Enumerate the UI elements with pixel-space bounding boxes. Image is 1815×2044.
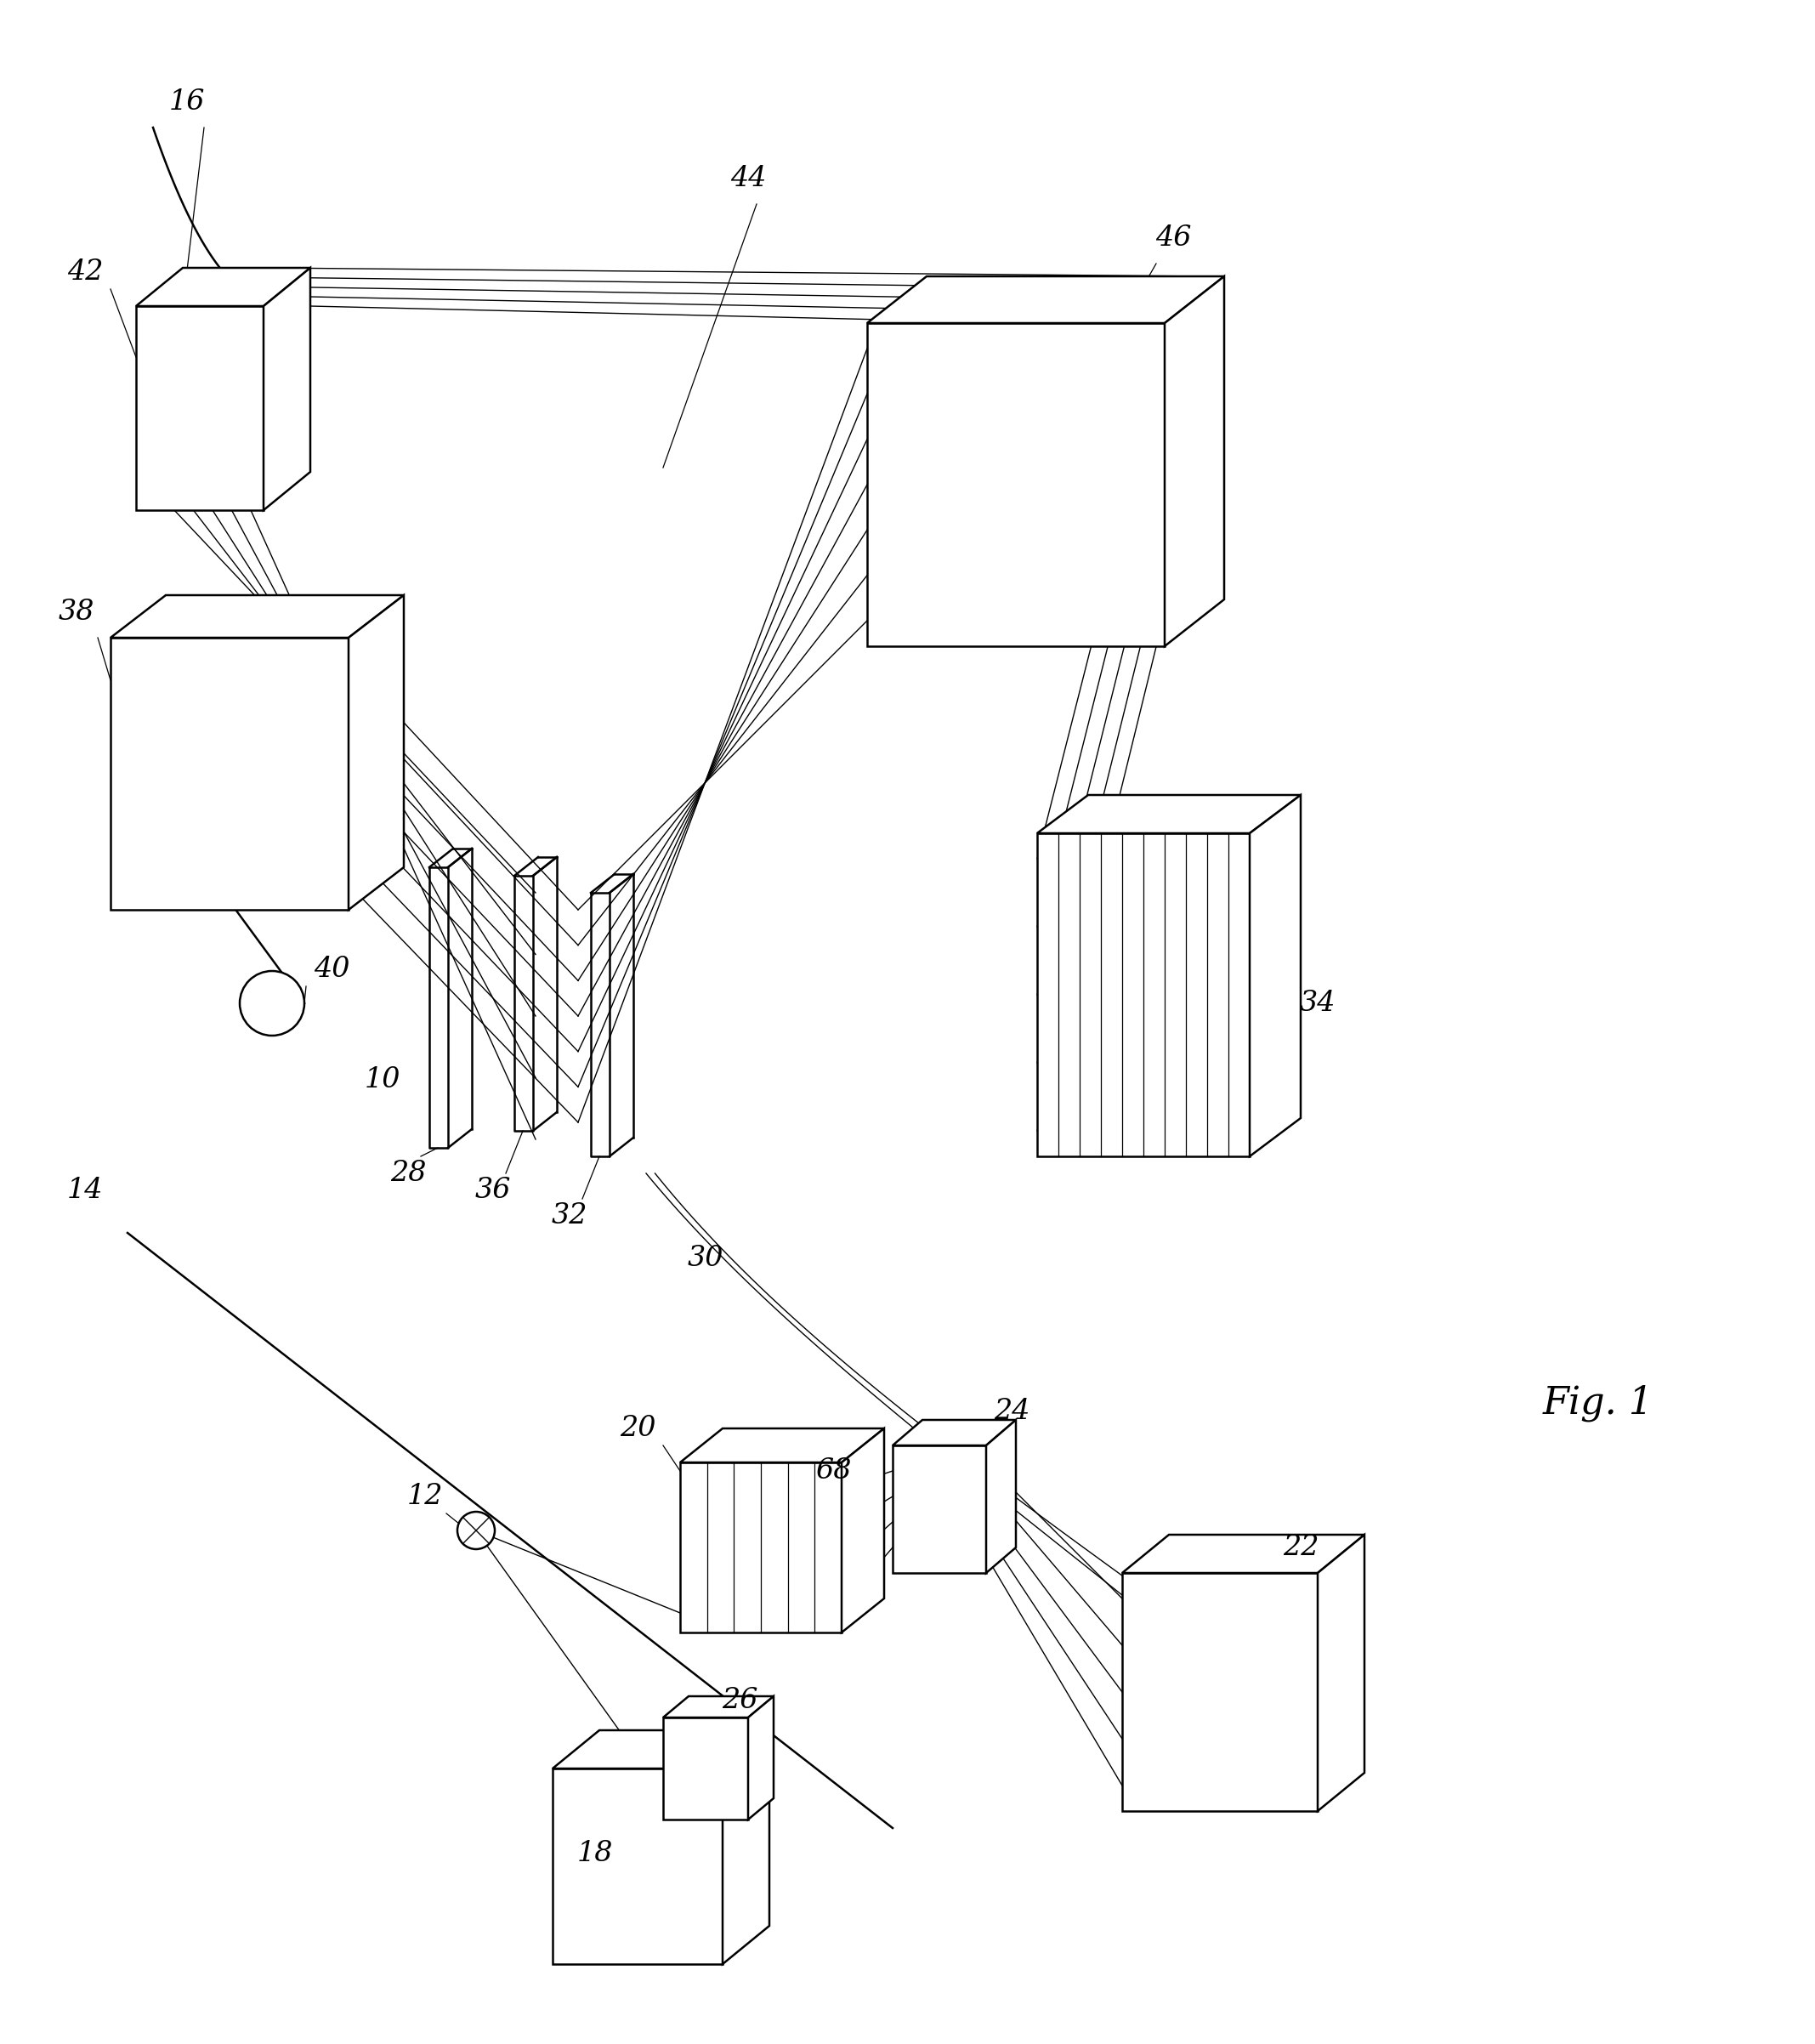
Polygon shape (111, 595, 403, 638)
Text: 42: 42 (67, 258, 103, 286)
Circle shape (457, 1513, 495, 1549)
Polygon shape (868, 276, 1223, 323)
Text: 18: 18 (577, 1840, 613, 1866)
Polygon shape (681, 1461, 842, 1633)
Text: 24: 24 (993, 1398, 1029, 1425)
Text: 40: 40 (314, 957, 350, 983)
Polygon shape (1036, 834, 1251, 1157)
Text: 22: 22 (1283, 1533, 1320, 1562)
Text: 30: 30 (688, 1245, 724, 1271)
Text: 26: 26 (722, 1686, 757, 1715)
Polygon shape (893, 1445, 986, 1574)
Polygon shape (722, 1731, 770, 1964)
Text: 36: 36 (476, 1177, 512, 1204)
Polygon shape (1122, 1574, 1318, 1811)
Polygon shape (842, 1429, 884, 1633)
Text: 38: 38 (58, 599, 94, 625)
Polygon shape (662, 1717, 748, 1819)
Polygon shape (136, 307, 263, 511)
Polygon shape (136, 268, 310, 307)
Text: 10: 10 (365, 1067, 401, 1094)
Polygon shape (263, 268, 310, 511)
Text: 34: 34 (1300, 989, 1336, 1018)
Text: 68: 68 (815, 1457, 851, 1484)
Polygon shape (662, 1697, 773, 1717)
Text: 12: 12 (407, 1482, 443, 1511)
Polygon shape (1122, 1535, 1365, 1574)
Polygon shape (1318, 1535, 1365, 1811)
Polygon shape (681, 1429, 884, 1461)
Polygon shape (748, 1697, 773, 1819)
Polygon shape (868, 323, 1165, 646)
Polygon shape (1036, 795, 1301, 834)
Text: 20: 20 (619, 1414, 655, 1441)
Text: 28: 28 (390, 1159, 427, 1188)
Text: 16: 16 (169, 88, 205, 117)
Polygon shape (552, 1768, 722, 1964)
Polygon shape (893, 1421, 1016, 1445)
Polygon shape (552, 1731, 770, 1768)
Text: Fig. 1: Fig. 1 (1543, 1384, 1653, 1421)
Polygon shape (111, 638, 348, 910)
Polygon shape (986, 1421, 1016, 1574)
Circle shape (240, 971, 305, 1036)
Text: 44: 44 (730, 166, 766, 192)
Polygon shape (348, 595, 403, 910)
Text: 14: 14 (67, 1177, 103, 1204)
Text: 32: 32 (552, 1202, 588, 1228)
Text: 46: 46 (1154, 225, 1191, 251)
Polygon shape (1251, 795, 1301, 1157)
Polygon shape (1165, 276, 1223, 646)
